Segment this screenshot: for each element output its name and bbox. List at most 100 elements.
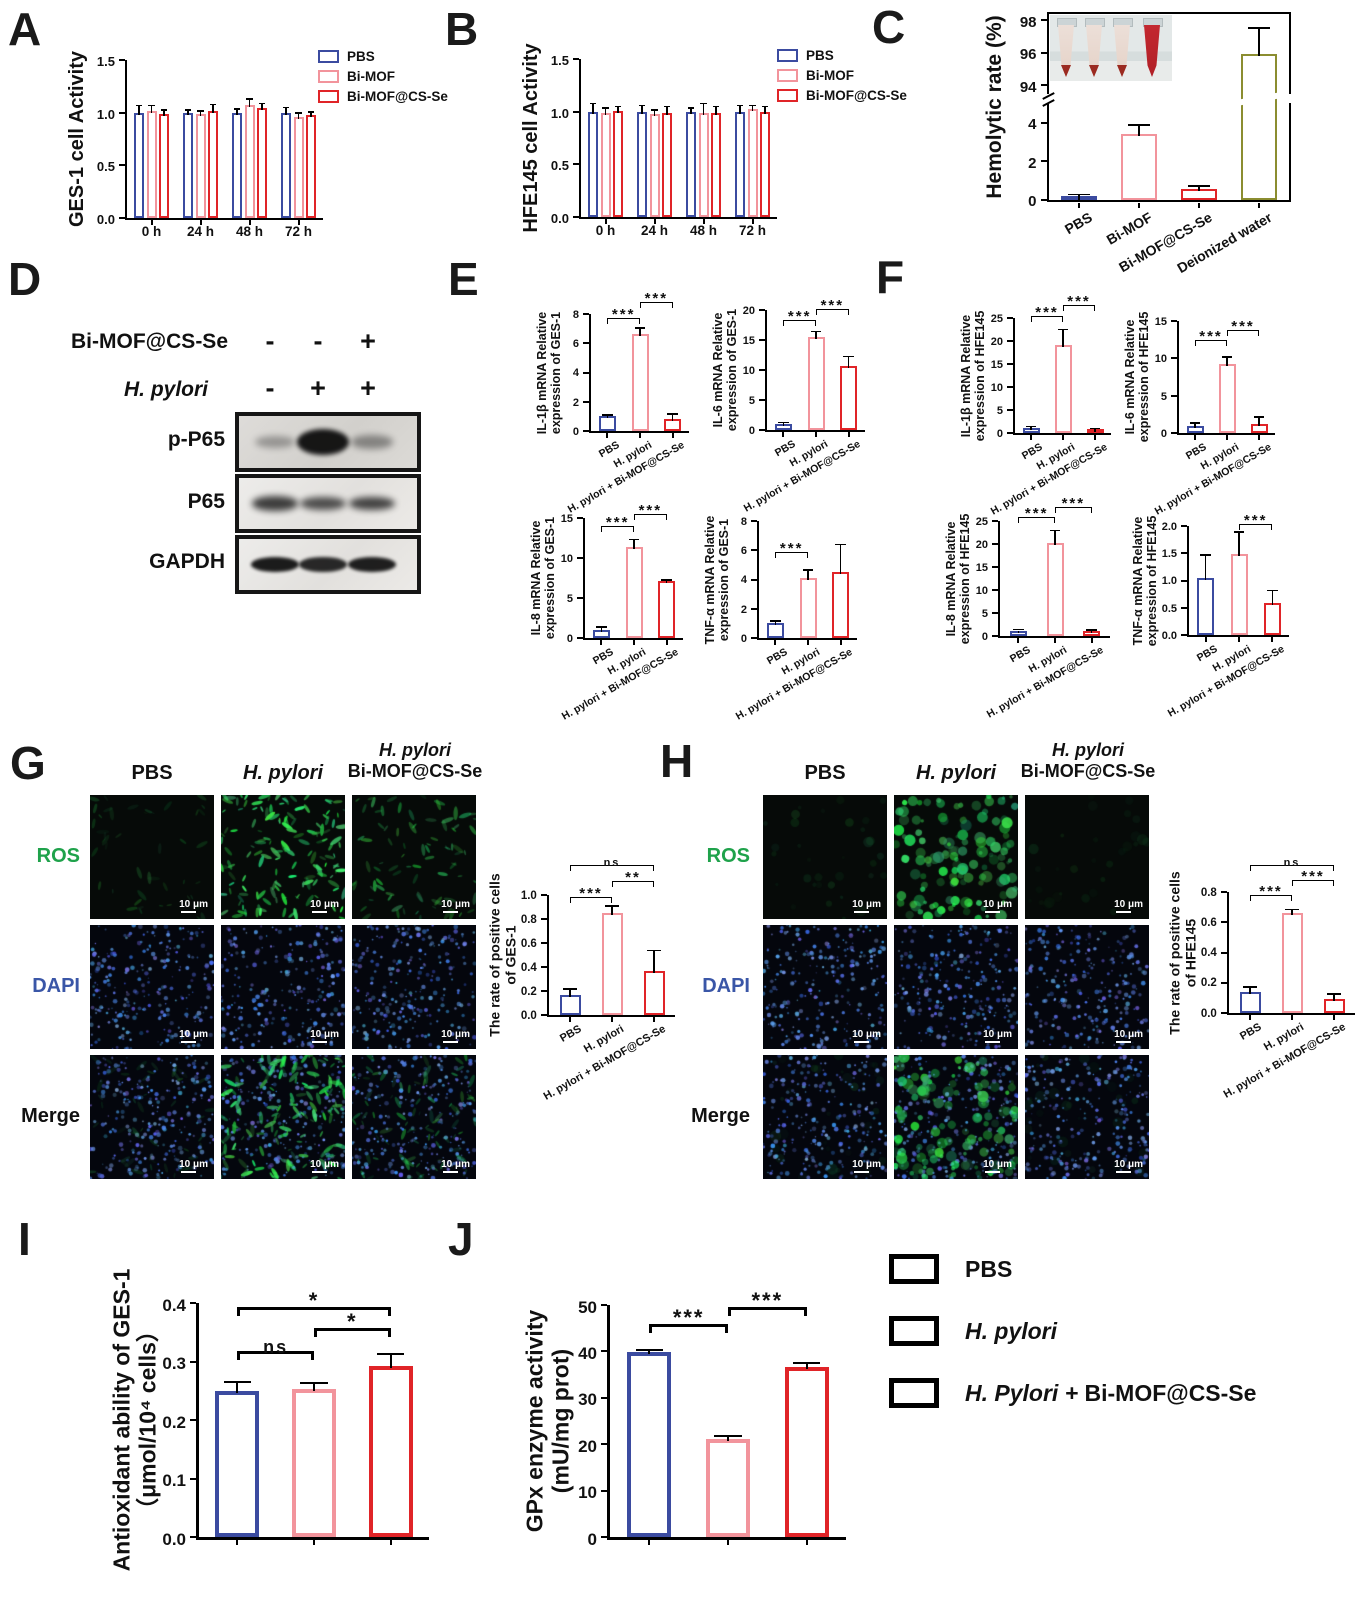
x-tick <box>774 640 777 645</box>
chart-E2: 0 5 10 15 20 PBS H. pylori H. pylori + Bi-MOF@C… <box>711 298 865 515</box>
x-tick <box>839 640 842 645</box>
y-tick-label: 2 <box>1028 154 1037 172</box>
bar <box>368 1365 413 1537</box>
error-bar-line <box>1194 424 1196 428</box>
y-tick-label: 0 <box>1028 193 1037 211</box>
x-tick <box>150 220 153 225</box>
error-bar-line <box>774 621 777 626</box>
y-tick <box>1007 363 1013 365</box>
bar <box>649 113 660 217</box>
y-axis-label-line: HFE145 cell Activity <box>519 43 542 233</box>
blot-condition-treatment: Bi-MOF@CS-Se <box>71 330 228 353</box>
error-bar-cap <box>300 1382 328 1385</box>
y-tick-label: 0.5 <box>550 158 569 174</box>
x-tick <box>1271 637 1274 642</box>
y-tick <box>1171 432 1177 434</box>
bar <box>215 1390 260 1537</box>
error-bar-line <box>641 106 643 114</box>
panel-label-A: A <box>8 3 42 55</box>
sig-label: * <box>308 1287 320 1313</box>
error-bar-cap <box>295 112 302 114</box>
error-bar-line <box>248 100 251 108</box>
x-tick <box>1194 435 1196 440</box>
scale-bar: 10 μm <box>852 1159 881 1173</box>
y-tick-label: 0 <box>587 1529 597 1549</box>
y-tick-label: 0.0 <box>162 1529 186 1549</box>
y-tick <box>601 1396 607 1399</box>
error-bar-cap <box>687 106 695 109</box>
hemolysis-tubes-photo <box>1050 15 1172 81</box>
scale-bar-line <box>443 1041 459 1043</box>
bar <box>840 365 858 430</box>
y-axis-label: IL-8 mRNA Relative expression of GES-1 <box>529 517 557 639</box>
error-bar-line <box>1249 988 1251 994</box>
y-tick <box>190 1302 196 1304</box>
x-tick <box>1238 637 1240 642</box>
y-tick-label: 0 <box>740 632 747 645</box>
scale-bar-label: 10 μm <box>852 1029 881 1040</box>
scale-bar-line <box>443 911 459 913</box>
blot-image-pP65 <box>235 412 421 472</box>
x-category-label: 72 h <box>738 223 766 238</box>
y-tick-label: 94 <box>1019 78 1037 96</box>
decoration <box>1114 25 1130 77</box>
y-tick-label: 98 <box>1019 13 1037 31</box>
x-tick <box>653 1017 655 1023</box>
decoration <box>1117 65 1127 77</box>
y-tick <box>992 635 998 637</box>
sig-bracket <box>570 865 654 871</box>
y-tick <box>573 58 579 60</box>
error-bar-cap <box>160 108 168 111</box>
chart-E4: 0 2 4 6 8 PBS H. pylori H. pylori + Bi-MOF@CS-S… <box>703 515 857 723</box>
x-tick <box>639 433 641 438</box>
bar <box>784 1366 829 1537</box>
y-tick <box>583 342 589 345</box>
decoration: H. pylori <box>1051 740 1124 760</box>
bar <box>799 578 817 638</box>
error-bar-cap <box>1221 356 1233 358</box>
scale-bar-label: 10 μm <box>852 1159 881 1170</box>
x-tick <box>702 219 705 224</box>
x-category-label: 24 h <box>186 224 214 239</box>
x-tick <box>600 640 603 645</box>
bar <box>1054 344 1072 433</box>
bar <box>1323 999 1345 1013</box>
scale-bar: 10 μm <box>310 1159 339 1173</box>
error-bar-cap <box>1013 628 1024 631</box>
y-tick <box>1171 394 1177 397</box>
bar <box>735 111 745 217</box>
y-tick <box>1220 981 1227 984</box>
y-tick-label: 2 <box>740 603 747 616</box>
y-tick-label: 0 <box>996 427 1003 440</box>
y-axis-label: IL-1β mRNA Relative expression of GES-1 <box>535 311 563 433</box>
y-tick <box>751 549 757 552</box>
y-axis-label-line: Hemolytic rate (%) <box>983 15 1007 199</box>
bar <box>232 112 242 218</box>
decoration: H. pylori <box>965 1317 1058 1344</box>
error-bar-cap <box>700 102 707 105</box>
error-bar-cap <box>810 330 822 333</box>
y-tick <box>540 966 547 968</box>
y-tick <box>190 1360 196 1363</box>
error-bar-line <box>150 106 153 113</box>
scale-bar-line <box>985 911 1001 913</box>
sig-label: ** <box>625 868 641 886</box>
scale-bar-line <box>854 1041 870 1043</box>
sig-bracket <box>783 319 816 326</box>
x-tick <box>1333 1015 1335 1021</box>
legend-label: PBS <box>347 48 375 64</box>
lane-sign: + <box>310 373 326 403</box>
error-bar-line <box>163 110 165 116</box>
error-bar-cap <box>209 103 217 106</box>
pbs-swatch <box>889 1254 939 1284</box>
error-bar-cap <box>1267 589 1278 592</box>
error-bar-cap <box>793 1362 821 1365</box>
error-bar-line <box>1204 555 1207 580</box>
x-tick <box>727 1540 729 1545</box>
panel-label-D: D <box>8 253 42 305</box>
x-tick <box>1017 638 1020 643</box>
scale-bar-label: 10 μm <box>310 1159 339 1170</box>
y-tick <box>1040 84 1047 87</box>
bar <box>601 913 623 1015</box>
x-tick <box>807 640 809 645</box>
